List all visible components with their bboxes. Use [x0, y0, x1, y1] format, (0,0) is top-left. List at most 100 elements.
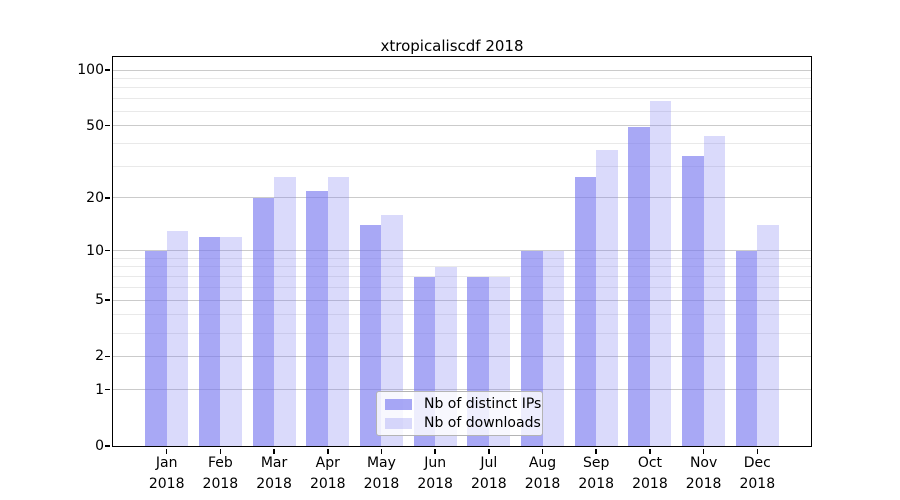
bar-nb-of-distinct-ips-mar: [252, 197, 275, 446]
x-tick-mark: [327, 449, 329, 454]
x-tick-label: Aug 2018: [508, 453, 578, 495]
y-tick-label: 10: [86, 242, 104, 259]
bar-nb-of-distinct-ips-sep: [574, 177, 597, 446]
x-tick-year: 2018: [524, 476, 561, 492]
gridline-major: [113, 125, 811, 127]
bar-nb-of-distinct-ips-dec: [735, 250, 758, 446]
gridline-minor: [113, 110, 811, 112]
bar-nb-of-downloads-oct: [649, 101, 672, 446]
x-tick-year: 2018: [578, 476, 615, 492]
gridline-minor: [113, 276, 811, 278]
x-tick-label: May 2018: [346, 453, 416, 495]
y-tick-label: 2: [95, 348, 104, 365]
bar-nb-of-downloads-jan: [166, 231, 189, 446]
gridline-minor: [113, 78, 811, 79]
y-tick-label: 0: [95, 438, 104, 454]
legend-item-distinct-ips: Nb of distinct IPs: [385, 396, 542, 412]
gridline-minor: [113, 266, 811, 268]
x-tick-year: 2018: [202, 476, 239, 492]
legend-swatch-distinct-ips: [385, 398, 412, 410]
y-tick-mark: [105, 124, 110, 127]
legend: Nb of distinct IPs Nb of downloads: [376, 391, 543, 436]
gridline-minor: [113, 257, 811, 259]
bar-nb-of-distinct-ips-apr: [306, 190, 328, 446]
x-tick-year: 2018: [685, 476, 722, 492]
bar-nb-of-downloads-may: [381, 215, 403, 446]
x-tick-month: Dec: [743, 455, 771, 471]
x-tick-mark: [434, 449, 436, 454]
bar-nb-of-downloads-mar: [274, 177, 296, 446]
y-tick-label: 100: [77, 62, 104, 79]
y-tick-mark: [105, 249, 110, 252]
y-tick-label: 50: [86, 117, 104, 134]
gridline-major: [113, 197, 811, 199]
x-tick-label: Mar 2018: [239, 453, 309, 495]
y-tick-mark: [105, 355, 110, 358]
bar-nb-of-distinct-ips-jan: [145, 250, 167, 446]
x-tick-month: Apr: [315, 455, 340, 471]
x-tick-mark: [541, 449, 544, 454]
gridline-major: [113, 355, 811, 357]
y-tick-mark: [105, 445, 110, 447]
bar-nb-of-distinct-ips-may: [359, 225, 382, 446]
gridline-major: [113, 69, 811, 71]
x-tick-label: Feb 2018: [185, 453, 255, 495]
plot-area: 100 50 20 10 5 2 1 0 Jan 2018 Feb 2018 Mar 2018 Apr 201…: [77, 56, 812, 492]
x-tick-mark: [756, 449, 759, 454]
chart-title: xtropicaliscdf 2018: [380, 37, 524, 55]
x-tick-label: Oct 2018: [615, 453, 685, 495]
x-tick-month: Jun: [424, 455, 447, 471]
legend-label-downloads: Nb of downloads: [424, 415, 541, 431]
x-tick-month: Mar: [260, 455, 288, 471]
x-tick-year: 2018: [148, 476, 185, 492]
x-tick-label: Dec 2018: [722, 453, 792, 495]
x-tick-label: Jul 2018: [454, 453, 524, 495]
bar-nb-of-downloads-feb: [220, 237, 242, 446]
bar-nb-of-downloads-sep: [596, 149, 618, 446]
bar-nb-of-downloads-nov: [703, 135, 726, 446]
legend-label-distinct-ips: Nb of distinct IPs: [424, 396, 542, 412]
x-tick-mark: [219, 449, 222, 454]
x-tick-mark: [649, 449, 651, 454]
x-tick-year: 2018: [309, 476, 346, 492]
gridline-major: [113, 389, 811, 391]
y-tick-mark: [105, 197, 110, 199]
x-tick-year: 2018: [632, 476, 668, 492]
x-tick-mark: [702, 449, 705, 454]
grid-layer: [113, 57, 811, 446]
gridline-major: [113, 299, 811, 301]
gridline-minor: [113, 332, 811, 334]
x-tick-mark: [488, 449, 490, 454]
bar-nb-of-distinct-ips-feb: [198, 237, 221, 446]
x-tick-year: 2018: [363, 476, 400, 492]
x-tick-mark: [380, 449, 383, 454]
bar-nb-of-distinct-ips-nov: [682, 156, 704, 446]
x-tick-month: Jul: [480, 455, 498, 471]
x-tick-label: Jan 2018: [132, 453, 202, 495]
y-tick-label: 20: [86, 189, 104, 206]
x-tick-mark: [273, 449, 275, 454]
gridline-minor: [113, 142, 811, 144]
bar-nb-of-distinct-ips-oct: [628, 127, 650, 446]
x-tick-month: Jan: [155, 455, 178, 471]
y-tick-label: 5: [95, 292, 104, 309]
gridline-minor: [113, 165, 811, 167]
x-tick-month: Aug: [528, 455, 557, 471]
x-tick-month: Nov: [689, 455, 718, 471]
x-tick-month: Sep: [583, 455, 610, 471]
x-tick-month: May: [366, 455, 396, 471]
gridline-minor: [113, 286, 811, 288]
y-tick-mark: [105, 388, 110, 391]
legend-swatch-downloads: [385, 417, 412, 429]
x-tick-year: 2018: [417, 476, 453, 492]
legend-item-downloads: Nb of downloads: [385, 415, 542, 431]
x-tick-year: 2018: [471, 476, 507, 492]
x-tick-mark: [165, 449, 168, 454]
x-tick-year: 2018: [739, 476, 776, 492]
y-tick-mark: [105, 299, 110, 301]
gridline-minor: [113, 87, 811, 89]
bar-nb-of-downloads-dec: [757, 225, 779, 446]
x-tick-label: Apr 2018: [293, 453, 363, 495]
bar-nb-of-downloads-apr: [327, 177, 350, 446]
